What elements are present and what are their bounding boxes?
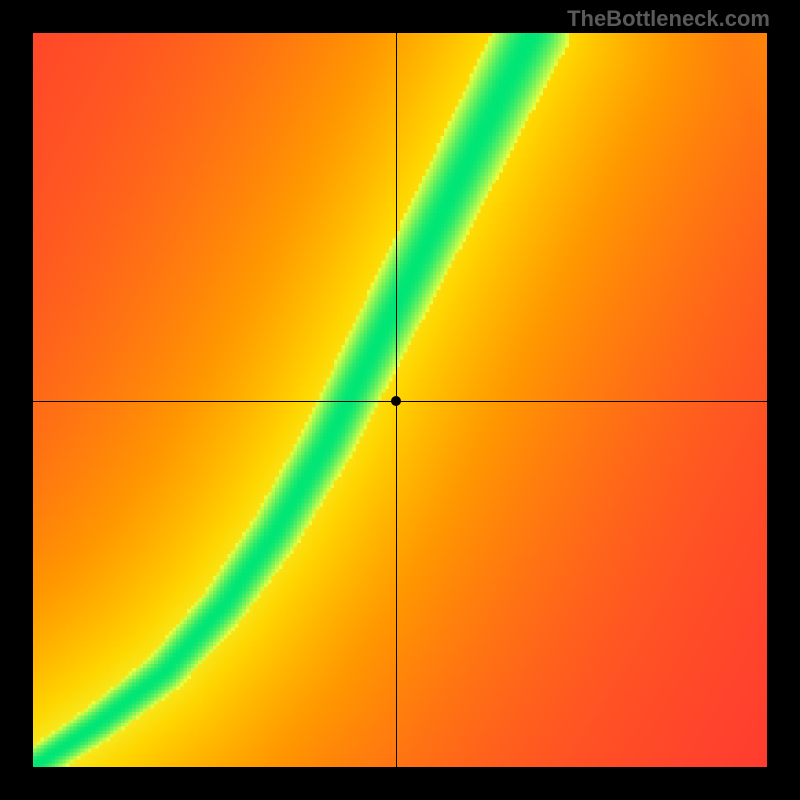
selected-point-marker — [391, 396, 401, 406]
plot-area — [33, 33, 767, 767]
watermark-text: TheBottleneck.com — [567, 6, 770, 32]
